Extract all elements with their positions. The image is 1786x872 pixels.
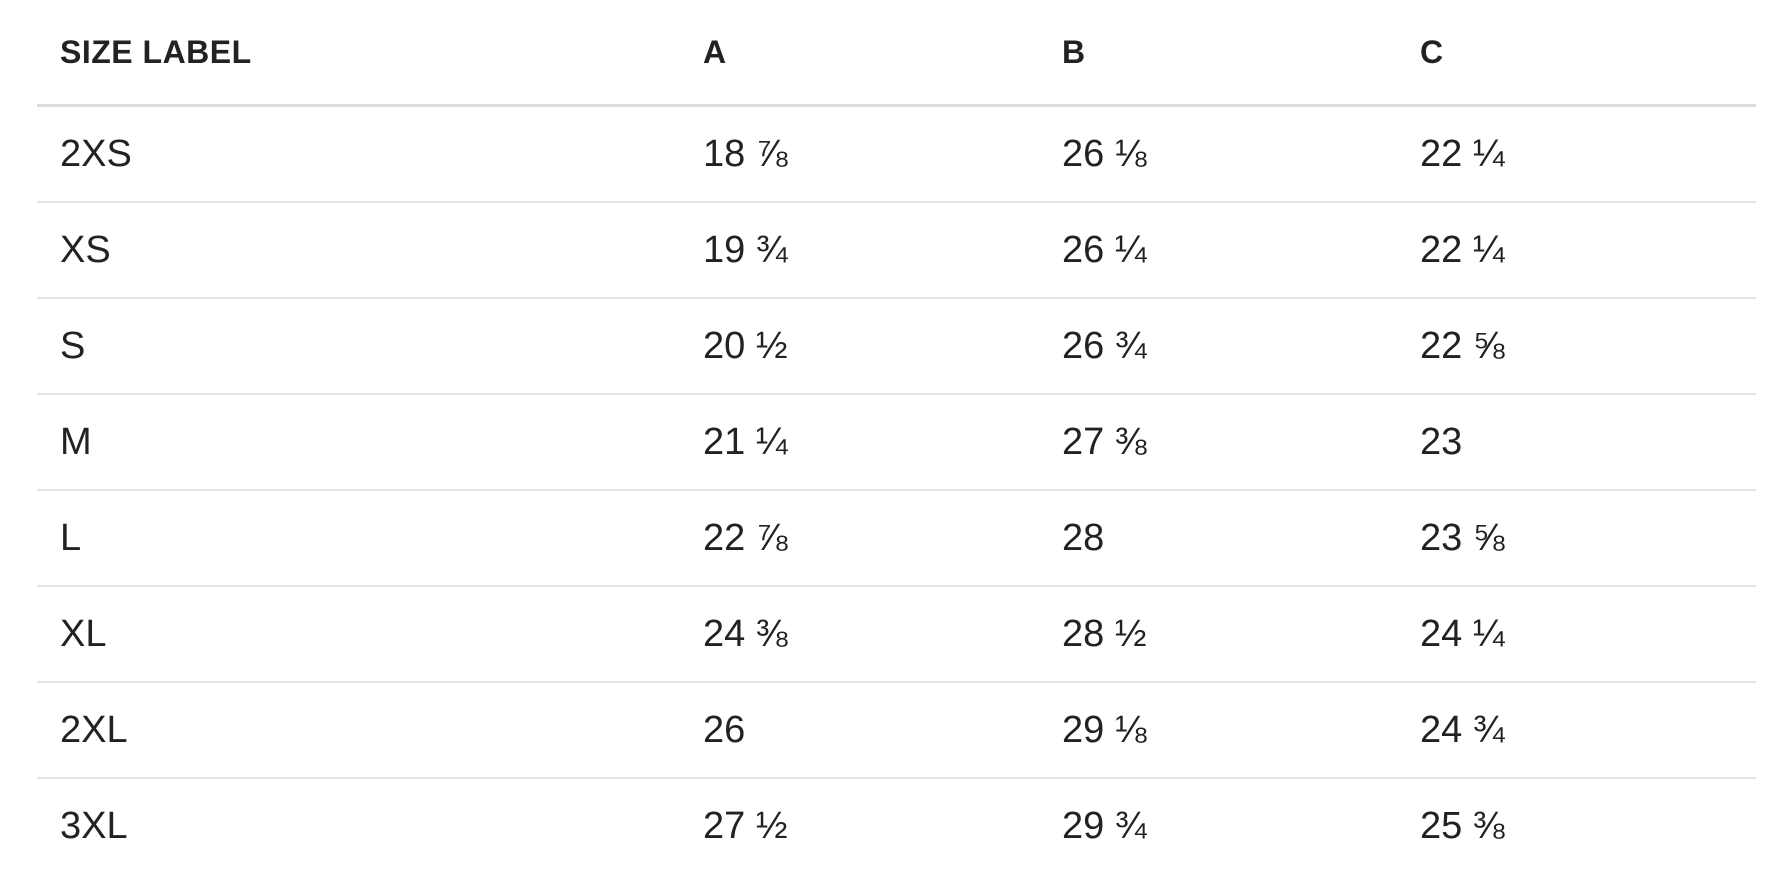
measurement-cell-b: 28	[1062, 490, 1420, 587]
column-header-c: C	[1420, 0, 1756, 107]
column-header-size-label: SIZE LABEL	[37, 0, 703, 107]
size-label-cell: S	[37, 298, 703, 395]
size-label-cell: 2XL	[37, 682, 703, 779]
measurement-cell-c: 23	[1420, 394, 1756, 491]
measurement-cell-c: 23 ⅝	[1420, 490, 1756, 587]
table-row: XL 24 ⅜ 28 ½ 24 ¼	[37, 586, 1756, 683]
table-row: S 20 ½ 26 ¾ 22 ⅝	[37, 298, 1756, 395]
measurement-cell-a: 22 ⅞	[703, 490, 1062, 587]
table-row: 3XL 27 ½ 29 ¾ 25 ⅜	[37, 778, 1756, 872]
measurement-cell-b: 29 ⅛	[1062, 682, 1420, 779]
size-label-cell: XS	[37, 202, 703, 299]
measurement-cell-c: 22 ¼	[1420, 105, 1756, 203]
measurement-cell-a: 24 ⅜	[703, 586, 1062, 683]
measurement-cell-c: 22 ¼	[1420, 202, 1756, 299]
size-label-cell: M	[37, 394, 703, 491]
table-row: 2XL 26 29 ⅛ 24 ¾	[37, 682, 1756, 779]
table-row: XS 19 ¾ 26 ¼ 22 ¼	[37, 202, 1756, 299]
measurement-cell-b: 26 ¼	[1062, 202, 1420, 299]
measurement-cell-c: 22 ⅝	[1420, 298, 1756, 395]
header-row: SIZE LABEL A B C	[37, 0, 1756, 107]
measurement-cell-b: 29 ¾	[1062, 804, 1147, 847]
measurement-cell-a: 20 ½	[703, 298, 1062, 395]
measurement-cell-b: 28 ½	[1062, 586, 1420, 683]
size-label-cell: 3XL	[60, 804, 128, 847]
measurement-cell-a: 21 ¼	[703, 394, 1062, 491]
measurement-cell-a: 26	[703, 682, 1062, 779]
measurement-cell-c: 24 ¼	[1420, 586, 1756, 683]
column-header-a: A	[703, 0, 1062, 107]
column-header-b: B	[1062, 0, 1420, 107]
table-row: 2XS 18 ⅞ 26 ⅛ 22 ¼	[37, 105, 1756, 203]
size-label-cell: 2XS	[37, 105, 703, 203]
measurement-cell-b: 26 ⅛	[1062, 105, 1420, 203]
size-label-cell: L	[37, 490, 703, 587]
size-chart-table: SIZE LABEL A B C 2XS 18 ⅞ 26 ⅛ 22 ¼ XS 1…	[37, 0, 1756, 872]
measurement-cell-c: 25 ⅜	[1420, 804, 1505, 847]
measurement-cell-c: 24 ¾	[1420, 682, 1756, 779]
size-label-cell: XL	[37, 586, 703, 683]
table-row: M 21 ¼ 27 ⅜ 23	[37, 394, 1756, 491]
measurement-cell-a: 19 ¾	[703, 202, 1062, 299]
measurement-cell-a: 27 ½	[703, 804, 788, 847]
table-row: L 22 ⅞ 28 23 ⅝	[37, 490, 1756, 587]
measurement-cell-b: 26 ¾	[1062, 298, 1420, 395]
measurement-cell-a: 18 ⅞	[703, 105, 1062, 203]
measurement-cell-b: 27 ⅜	[1062, 394, 1420, 491]
